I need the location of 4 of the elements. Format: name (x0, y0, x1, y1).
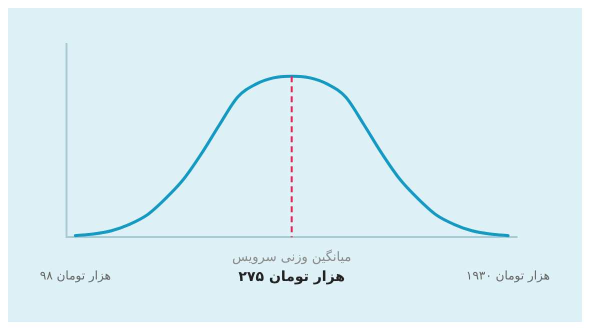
x-tick-label: ۱۹۳۰ هزار تومان (466, 268, 550, 283)
x-tick-label: ۹۸ هزار تومان (40, 268, 111, 283)
ref-line-label: میانگین وزنی سرویس (232, 249, 352, 266)
x-tick-label: ۲۷۵ هزار تومان (238, 269, 345, 286)
